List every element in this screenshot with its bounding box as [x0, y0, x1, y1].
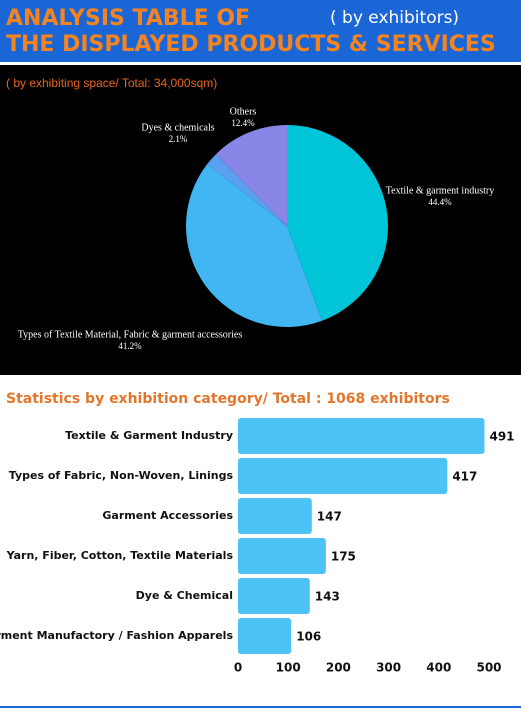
y-tick-label: Garment Accessories	[102, 509, 233, 522]
y-tick-label: Garment Manufactory / Fashion Apparels	[0, 629, 233, 642]
footer-line	[0, 706, 521, 708]
x-tick-label: 300	[376, 661, 401, 675]
title-note: ( by exhibitors)	[330, 8, 459, 28]
title-line: THE DISPLAYED PRODUCTS & SERVICES	[6, 32, 496, 57]
y-tick-label: Textile & Garment Industry	[65, 429, 233, 442]
bar	[238, 418, 485, 454]
header-band	[0, 0, 521, 62]
bar	[238, 618, 292, 654]
slice-value-label: 2.1%	[169, 134, 188, 144]
x-tick-label: 100	[276, 661, 301, 675]
value-label: 417	[452, 470, 477, 484]
x-tick-label: 400	[426, 661, 451, 675]
pie-slice	[185, 164, 323, 327]
value-label: 175	[331, 550, 356, 564]
y-tick-label: Types of Fabric, Non-Woven, Linings	[9, 469, 234, 482]
slice-value-label: 44.4%	[428, 197, 452, 207]
x-tick-label: 0	[234, 661, 242, 675]
bar	[238, 498, 312, 534]
value-label: 491	[489, 430, 514, 444]
value-label: 143	[315, 590, 340, 604]
value-label: 147	[317, 510, 342, 524]
pie-slice	[287, 125, 388, 321]
slice-label: Textile & garment industry	[386, 185, 494, 196]
pie-slice	[216, 125, 287, 226]
slice-value-label: 12.4%	[231, 118, 255, 128]
bar-title: Statistics by exhibition category/ Total…	[6, 391, 450, 407]
y-tick-label: Yarn, Fiber, Cotton, Textile Materials	[6, 549, 234, 562]
x-tick-label: 200	[326, 661, 351, 675]
pie-slice	[207, 154, 287, 226]
value-label: 106	[296, 630, 321, 644]
slice-label: Dyes & chemicals	[141, 122, 214, 133]
x-tick-label: 500	[476, 661, 501, 675]
bar	[238, 578, 310, 614]
bar	[238, 458, 448, 494]
y-tick-label: Dye & Chemical	[136, 589, 233, 602]
slice-label: Others	[230, 106, 257, 117]
slice-value-label: 41.2%	[118, 341, 142, 351]
slice-label: Types of Textile Material, Fabric & garm…	[18, 329, 243, 340]
bar	[238, 538, 326, 574]
pie-title: ( by exhibiting space/ Total: 34,000sqm)	[6, 76, 217, 90]
title-line: ANALYSIS TABLE OF	[6, 6, 250, 31]
